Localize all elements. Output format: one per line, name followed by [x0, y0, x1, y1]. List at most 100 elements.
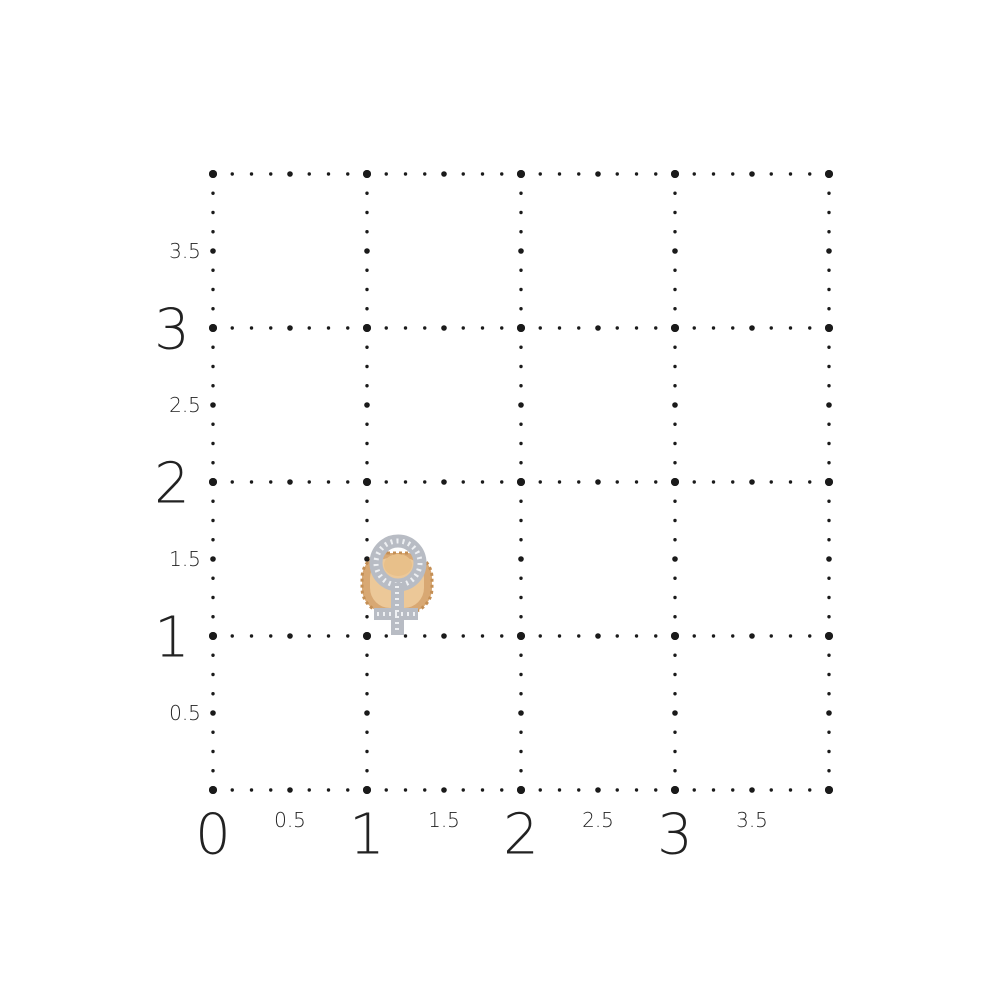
grid-dot: [423, 326, 427, 330]
grid-dot: [788, 480, 793, 484]
grid-dot: [769, 480, 773, 484]
grid-dot: [673, 499, 677, 503]
grid-dot: [269, 172, 273, 176]
grid-dot: [827, 210, 831, 215]
grid-dot: [519, 749, 523, 754]
grid-dot: [346, 480, 350, 484]
grid-dot: [827, 268, 831, 272]
grid-dot: [211, 307, 215, 311]
grid-dot: [538, 172, 542, 176]
grid-dot: [307, 480, 311, 484]
grid-dot: [384, 788, 388, 792]
grid-dot: [673, 422, 677, 426]
grid-dot: [634, 634, 639, 638]
grid-dot: [441, 787, 447, 793]
grid-dot: [615, 634, 619, 638]
grid-dot: [827, 441, 831, 446]
grid-dot: [249, 480, 254, 484]
grid-dot: [461, 788, 465, 792]
grid-dot: [403, 634, 408, 638]
x-axis-major-label: 0: [195, 802, 231, 868]
grid-dot: [808, 634, 812, 638]
grid-dot: [519, 210, 523, 215]
grid-dot: [673, 518, 677, 523]
grid-dot: [517, 170, 525, 178]
grid-dot: [518, 710, 524, 716]
grid-dot: [210, 556, 216, 562]
grid-dot: [211, 538, 215, 542]
grid-dot: [230, 634, 234, 638]
grid-dot: [519, 345, 523, 349]
grid-dot: [346, 172, 350, 176]
grid-dot: [827, 653, 831, 657]
grid-dot: [326, 172, 331, 176]
grid-dot: [731, 326, 735, 330]
grid-dot: [519, 499, 523, 503]
grid-dot: [384, 480, 388, 484]
grid-dot: [673, 210, 677, 215]
grid-dot: [519, 518, 523, 523]
grid-dot: [825, 786, 833, 794]
grid-dot: [557, 326, 562, 330]
grid-dot: [673, 692, 677, 696]
grid-dot: [365, 730, 369, 734]
grid-dot: [827, 538, 831, 542]
grid-dot: [827, 422, 831, 426]
grid-dot: [595, 325, 601, 331]
grid-dot: [423, 634, 427, 638]
grid-dot: [826, 402, 832, 408]
grid-dot: [788, 172, 793, 176]
grid-dot: [825, 170, 833, 178]
grid-dot: [211, 749, 215, 754]
grid-dot: [769, 326, 773, 330]
grid-dot: [269, 326, 273, 330]
grid-dot: [827, 769, 831, 773]
grid-dot: [364, 556, 370, 562]
grid-dot: [519, 672, 523, 677]
grid-dot: [827, 287, 831, 292]
grid-dot: [519, 287, 523, 292]
grid-dot: [423, 788, 427, 792]
grid-dot: [673, 672, 677, 677]
grid-dot: [209, 632, 217, 640]
x-axis-major-label: 1: [349, 802, 385, 868]
x-axis-minor-label: 3.5: [736, 808, 768, 832]
grid-dot: [827, 364, 831, 369]
grid-dot: [519, 730, 523, 734]
grid-dot: [827, 518, 831, 523]
grid-dot: [749, 787, 755, 793]
grid-dot: [363, 170, 371, 178]
grid-dot: [673, 538, 677, 542]
grid-dot: [654, 788, 658, 792]
grid-dot: [365, 287, 369, 292]
grid-dot: [365, 749, 369, 754]
grid-dot: [673, 268, 677, 272]
grid-dot: [209, 324, 217, 332]
grid-dot: [423, 480, 427, 484]
grid-dot: [441, 171, 447, 177]
grid-dot: [230, 326, 234, 330]
grid-dot: [769, 172, 773, 176]
grid-dot: [480, 788, 485, 792]
grid-dot: [673, 615, 677, 619]
grid-dot: [711, 172, 716, 176]
female-symbol-pave: [369, 534, 427, 635]
grid-dot: [769, 634, 773, 638]
grid-dot: [557, 788, 562, 792]
grid-dot: [210, 402, 216, 408]
grid-dot: [269, 634, 273, 638]
grid-dot: [230, 172, 234, 176]
grid-dot: [519, 615, 523, 619]
grid-dot: [517, 632, 525, 640]
grid-dot: [365, 461, 369, 465]
grid-dot: [538, 326, 542, 330]
grid-dot: [519, 307, 523, 311]
grid-dot: [480, 634, 485, 638]
y-axis-minor-label: 2.5: [169, 393, 201, 417]
grid-dot: [673, 345, 677, 349]
grid-dot: [307, 326, 311, 330]
grid-dot: [825, 632, 833, 640]
grid-dot: [519, 441, 523, 446]
grid-dot: [480, 172, 485, 176]
grid-dot: [557, 172, 562, 176]
